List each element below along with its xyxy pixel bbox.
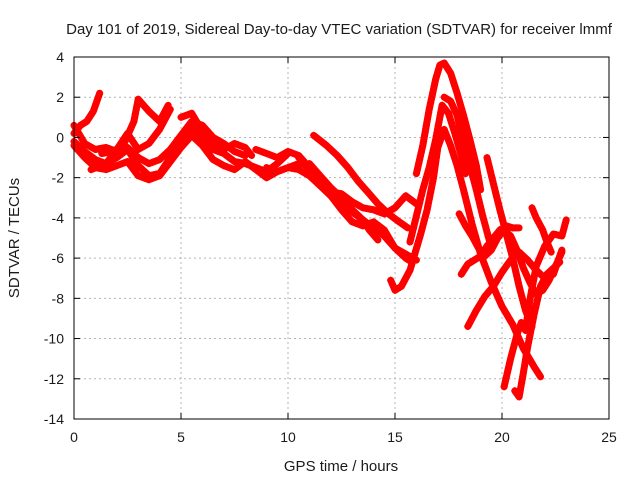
y-tick-label: 0: [56, 129, 64, 145]
y-tick-label: -10: [44, 331, 64, 347]
series-track-23: [528, 204, 555, 256]
plus-markers: [483, 154, 535, 327]
series-track-15: [412, 59, 485, 194]
y-tick-label: 2: [56, 89, 64, 105]
plus-markers: [440, 93, 492, 241]
tick-layer: 0 5 10 15 20 25 -14 -12 -10 -8 -6 -4 -2 0 2 4: [44, 49, 617, 445]
series-track-7: [177, 109, 256, 159]
x-axis-label: GPS time / hours: [284, 458, 398, 475]
x-tick-label: 0: [70, 429, 78, 445]
y-tick-label: -8: [52, 290, 65, 306]
series-layer: [70, 59, 570, 401]
plot-frame: [73, 56, 610, 420]
plus-markers: [310, 131, 409, 230]
plus-markers: [412, 59, 484, 190]
y-tick-label: 4: [56, 49, 64, 65]
y-tick-label: -4: [52, 210, 65, 226]
grid-layer: [74, 57, 609, 419]
plus-markers: [528, 204, 554, 253]
y-tick-label: -2: [52, 170, 65, 186]
series-track-10: [295, 154, 416, 266]
plus-markers: [98, 95, 170, 157]
plus-markers: [511, 260, 562, 401]
series-track-21: [500, 216, 570, 391]
chart-title: Day 101 of 2019, Sidereal Day-to-day VTE…: [66, 21, 613, 38]
y-axis-label: SDTVAR / TECUs: [6, 178, 23, 298]
x-tick-label: 15: [387, 429, 403, 445]
y-tick-label: -14: [44, 411, 64, 427]
x-tick-label: 5: [177, 429, 185, 445]
y-tick-label: -12: [44, 371, 64, 387]
series-track-16: [440, 93, 493, 244]
series-track-11: [305, 160, 382, 244]
x-tick-label: 20: [494, 429, 510, 445]
plus-markers: [500, 219, 569, 391]
series-track-22: [511, 258, 564, 401]
plus-markers: [295, 154, 413, 264]
plus-markers: [177, 109, 253, 157]
series-track-14: [406, 101, 470, 246]
x-tick-label: 25: [601, 429, 617, 445]
y-tick-label: -6: [52, 250, 65, 266]
x-tick-label: 10: [280, 429, 296, 445]
series-track-6: [98, 95, 172, 157]
series-track-12: [310, 131, 412, 232]
series-track-20: [483, 154, 536, 330]
plus-markers: [305, 160, 380, 241]
plus-markers: [406, 101, 469, 246]
